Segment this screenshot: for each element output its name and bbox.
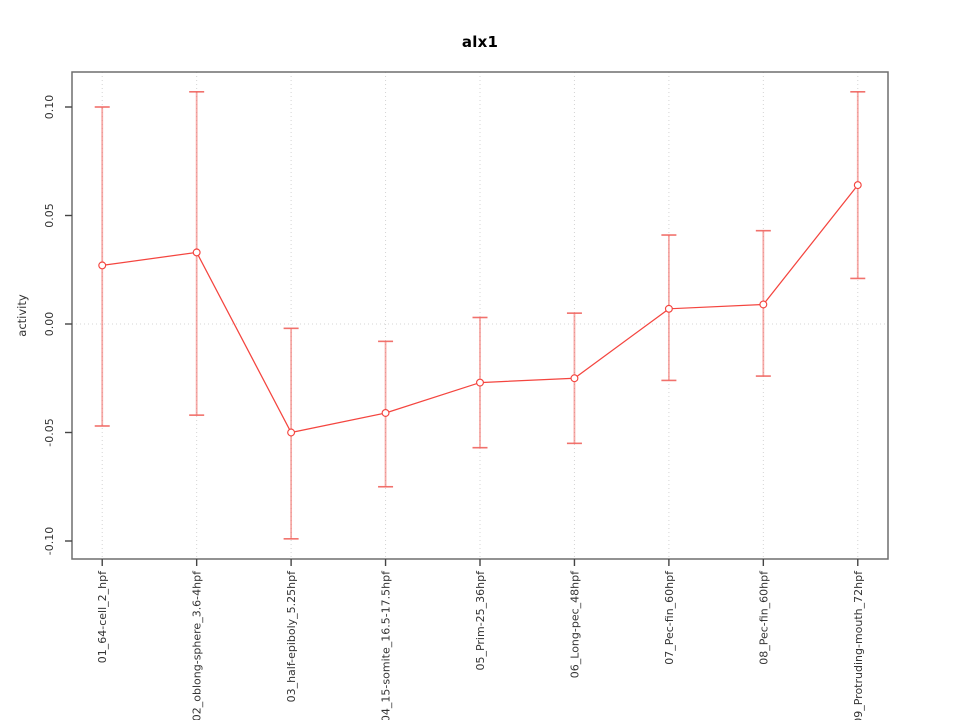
y-tick-label: 0.10 bbox=[43, 95, 56, 120]
data-point bbox=[192, 248, 201, 257]
chart-title: alx1 bbox=[461, 33, 499, 51]
x-tick-label: 05_Prim-25_36hpf bbox=[474, 570, 487, 671]
x-tick-label: 06_Long-pec_48hpf bbox=[568, 570, 581, 678]
y-tick-label: -0.10 bbox=[43, 527, 56, 555]
data-point bbox=[287, 428, 296, 437]
plot-border bbox=[71, 71, 889, 560]
data-point bbox=[853, 181, 862, 190]
x-tick-label: 01_64-cell_2_hpf bbox=[96, 570, 109, 663]
data-point bbox=[664, 304, 673, 313]
x-tick-label: 04_15-somite_16.5-17.5hpf bbox=[380, 570, 393, 720]
x-tick-label: 07_Pec-fin_60hpf bbox=[663, 570, 676, 665]
x-tick-label: 03_half-epiboly_5.25hpf bbox=[285, 570, 298, 703]
y-axis-label: activity bbox=[15, 294, 29, 337]
x-tick-label: 02_oblong-sphere_3.6-4hpf bbox=[191, 570, 204, 720]
y-tick-label: 0.00 bbox=[43, 312, 56, 337]
x-tick-label: 09_Protruding-mouth_72hpf bbox=[852, 570, 865, 720]
data-point bbox=[570, 374, 579, 383]
data-point bbox=[759, 300, 768, 309]
y-tick-label: -0.05 bbox=[43, 418, 56, 446]
data-point bbox=[476, 378, 484, 387]
x-tick-label: 08_Pec-fin_60hpf bbox=[757, 570, 770, 665]
y-tick-label: 0.05 bbox=[43, 203, 56, 228]
data-point bbox=[381, 408, 390, 417]
data-point bbox=[98, 261, 107, 270]
